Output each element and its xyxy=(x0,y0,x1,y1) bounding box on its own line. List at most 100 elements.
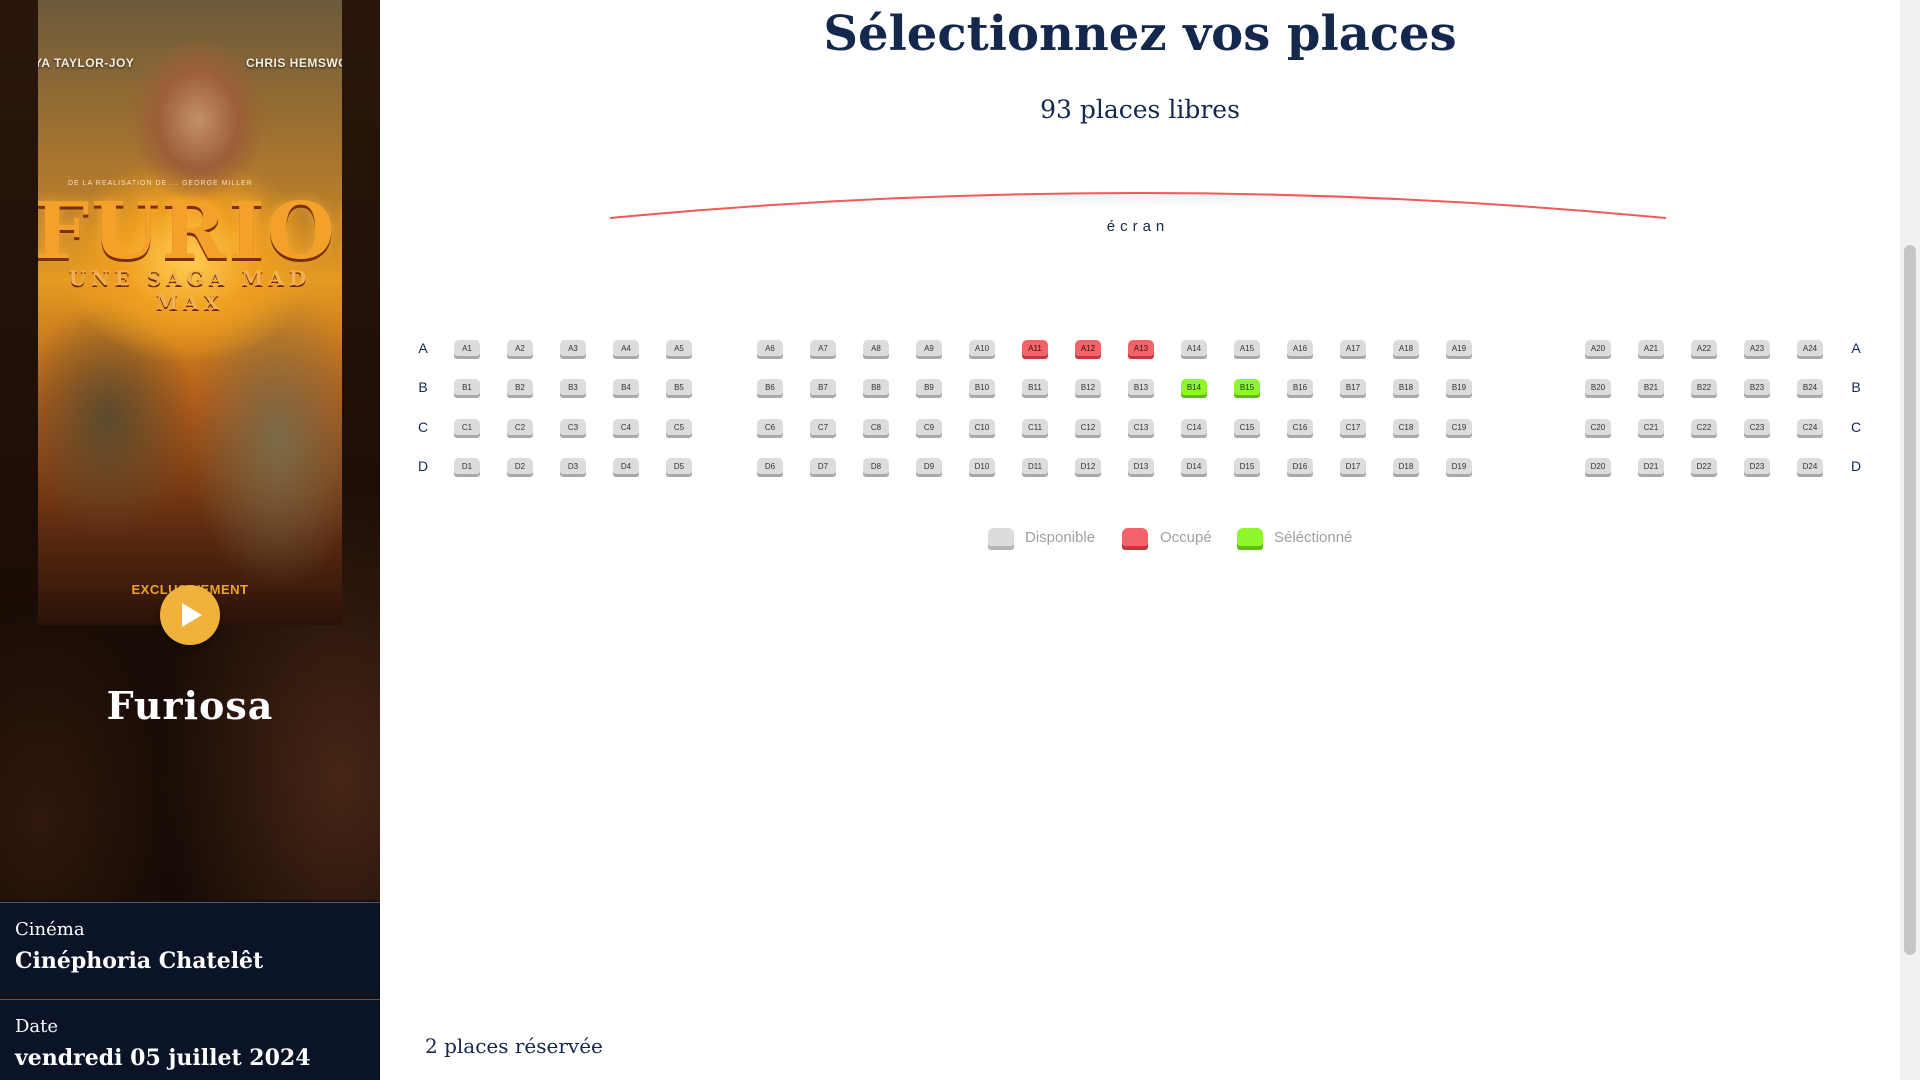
row-label-d-right: D xyxy=(1850,458,1862,474)
seat-d13[interactable]: D13 xyxy=(1128,458,1154,474)
seat-d15[interactable]: D15 xyxy=(1234,458,1260,474)
seat-a8[interactable]: A8 xyxy=(863,340,889,356)
seat-c20[interactable]: C20 xyxy=(1585,419,1611,435)
seat-c22[interactable]: C22 xyxy=(1691,419,1717,435)
date-info: Date vendredi 05 juillet 2024 xyxy=(0,999,380,1080)
seat-b10[interactable]: B10 xyxy=(969,379,995,395)
seat-d11[interactable]: D11 xyxy=(1022,458,1048,474)
seat-b2[interactable]: B2 xyxy=(507,379,533,395)
seat-c11[interactable]: C11 xyxy=(1022,419,1048,435)
seat-d7[interactable]: D7 xyxy=(810,458,836,474)
seat-b5[interactable]: B5 xyxy=(666,379,692,395)
seat-b7[interactable]: B7 xyxy=(810,379,836,395)
seat-d10[interactable]: D10 xyxy=(969,458,995,474)
seat-d22[interactable]: D22 xyxy=(1691,458,1717,474)
seat-a21[interactable]: A21 xyxy=(1638,340,1664,356)
seat-c8[interactable]: C8 xyxy=(863,419,889,435)
seat-d12[interactable]: D12 xyxy=(1075,458,1101,474)
seat-c14[interactable]: C14 xyxy=(1181,419,1207,435)
seat-a15[interactable]: A15 xyxy=(1234,340,1260,356)
seat-d17[interactable]: D17 xyxy=(1340,458,1366,474)
seat-b9[interactable]: B9 xyxy=(916,379,942,395)
seat-c6[interactable]: C6 xyxy=(757,419,783,435)
seat-c13[interactable]: C13 xyxy=(1128,419,1154,435)
seat-d5[interactable]: D5 xyxy=(666,458,692,474)
cinema-info: Cinéma Cinéphoria Chatelêt xyxy=(0,902,380,997)
seat-d16[interactable]: D16 xyxy=(1287,458,1313,474)
seat-b15[interactable]: B15 xyxy=(1234,379,1260,395)
scrollbar[interactable] xyxy=(1900,0,1920,1080)
seat-b17[interactable]: B17 xyxy=(1340,379,1366,395)
seat-b24[interactable]: B24 xyxy=(1797,379,1823,395)
seat-c3[interactable]: C3 xyxy=(560,419,586,435)
seat-d6[interactable]: D6 xyxy=(757,458,783,474)
seat-c17[interactable]: C17 xyxy=(1340,419,1366,435)
seat-c12[interactable]: C12 xyxy=(1075,419,1101,435)
seat-b11[interactable]: B11 xyxy=(1022,379,1048,395)
seat-a5[interactable]: A5 xyxy=(666,340,692,356)
seat-c23[interactable]: C23 xyxy=(1744,419,1770,435)
seat-a16[interactable]: A16 xyxy=(1287,340,1313,356)
seat-a17[interactable]: A17 xyxy=(1340,340,1366,356)
seat-d4[interactable]: D4 xyxy=(613,458,639,474)
seat-b12[interactable]: B12 xyxy=(1075,379,1101,395)
seat-a18[interactable]: A18 xyxy=(1393,340,1419,356)
seat-b1[interactable]: B1 xyxy=(454,379,480,395)
seat-b13[interactable]: B13 xyxy=(1128,379,1154,395)
seat-d23[interactable]: D23 xyxy=(1744,458,1770,474)
seat-c5[interactable]: C5 xyxy=(666,419,692,435)
seat-a19[interactable]: A19 xyxy=(1446,340,1472,356)
screen-label: écran xyxy=(1106,218,1170,235)
scrollbar-thumb[interactable] xyxy=(1904,245,1916,955)
seat-c2[interactable]: C2 xyxy=(507,419,533,435)
seat-a7[interactable]: A7 xyxy=(810,340,836,356)
seat-b22[interactable]: B22 xyxy=(1691,379,1717,395)
seat-a3[interactable]: A3 xyxy=(560,340,586,356)
seat-d21[interactable]: D21 xyxy=(1638,458,1664,474)
seat-d2[interactable]: D2 xyxy=(507,458,533,474)
seat-c16[interactable]: C16 xyxy=(1287,419,1313,435)
seat-d8[interactable]: D8 xyxy=(863,458,889,474)
seat-d14[interactable]: D14 xyxy=(1181,458,1207,474)
seat-b3[interactable]: B3 xyxy=(560,379,586,395)
seat-b21[interactable]: B21 xyxy=(1638,379,1664,395)
seat-a2[interactable]: A2 xyxy=(507,340,533,356)
seat-a14[interactable]: A14 xyxy=(1181,340,1207,356)
seat-b20[interactable]: B20 xyxy=(1585,379,1611,395)
seat-d20[interactable]: D20 xyxy=(1585,458,1611,474)
seat-a20[interactable]: A20 xyxy=(1585,340,1611,356)
seat-a4[interactable]: A4 xyxy=(613,340,639,356)
seat-c21[interactable]: C21 xyxy=(1638,419,1664,435)
seat-a24[interactable]: A24 xyxy=(1797,340,1823,356)
seat-c19[interactable]: C19 xyxy=(1446,419,1472,435)
seat-c10[interactable]: C10 xyxy=(969,419,995,435)
seat-b8[interactable]: B8 xyxy=(863,379,889,395)
seat-c15[interactable]: C15 xyxy=(1234,419,1260,435)
seat-b18[interactable]: B18 xyxy=(1393,379,1419,395)
seat-c7[interactable]: C7 xyxy=(810,419,836,435)
seat-b4[interactable]: B4 xyxy=(613,379,639,395)
seat-d18[interactable]: D18 xyxy=(1393,458,1419,474)
seat-a9[interactable]: A9 xyxy=(916,340,942,356)
seat-a1[interactable]: A1 xyxy=(454,340,480,356)
seat-d24[interactable]: D24 xyxy=(1797,458,1823,474)
seat-b23[interactable]: B23 xyxy=(1744,379,1770,395)
seat-c1[interactable]: C1 xyxy=(454,419,480,435)
seat-c9[interactable]: C9 xyxy=(916,419,942,435)
seat-d3[interactable]: D3 xyxy=(560,458,586,474)
seat-d9[interactable]: D9 xyxy=(916,458,942,474)
seat-a23[interactable]: A23 xyxy=(1744,340,1770,356)
seat-a22[interactable]: A22 xyxy=(1691,340,1717,356)
seat-c24[interactable]: C24 xyxy=(1797,419,1823,435)
play-trailer-button[interactable] xyxy=(160,585,220,645)
seat-d19[interactable]: D19 xyxy=(1446,458,1472,474)
seat-b14[interactable]: B14 xyxy=(1181,379,1207,395)
seat-d1[interactable]: D1 xyxy=(454,458,480,474)
seat-a6[interactable]: A6 xyxy=(757,340,783,356)
seat-c4[interactable]: C4 xyxy=(613,419,639,435)
seat-a10[interactable]: A10 xyxy=(969,340,995,356)
seat-c18[interactable]: C18 xyxy=(1393,419,1419,435)
seat-b16[interactable]: B16 xyxy=(1287,379,1313,395)
seat-b6[interactable]: B6 xyxy=(757,379,783,395)
seat-b19[interactable]: B19 xyxy=(1446,379,1472,395)
